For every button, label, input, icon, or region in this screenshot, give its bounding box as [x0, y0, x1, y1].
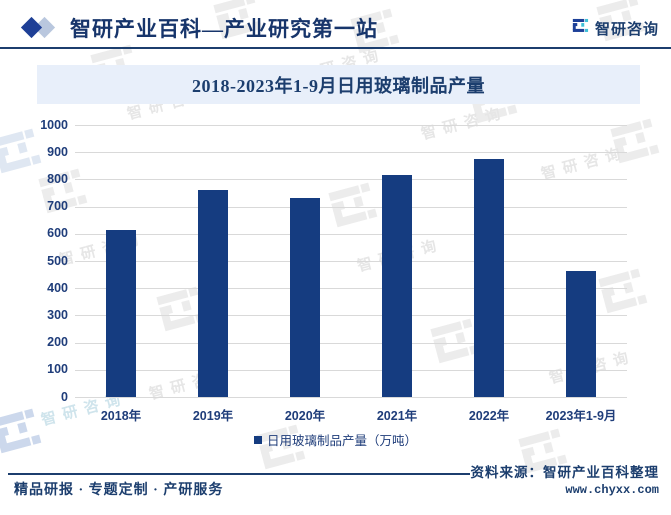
x-axis-tick-label: 2019年 [192, 409, 234, 423]
header-left: 智研产业百科—产业研究第一站 [20, 13, 378, 43]
legend-label: 日用玻璃制品产量（万吨） [266, 434, 417, 448]
chart-legend: 日用玻璃制品产量（万吨） [0, 430, 671, 449]
x-axis-tick-label: 2018年 [100, 409, 142, 423]
brand-name: 智研咨询 [594, 21, 659, 38]
bar-2023年1-9月 [566, 270, 596, 397]
gridline [75, 288, 627, 290]
gridline [75, 369, 627, 371]
page-title: 智研产业百科—产业研究第一站 [70, 17, 378, 41]
y-axis-tick-label: 500 [47, 253, 68, 268]
brand-logo: 智研咨询 [572, 17, 659, 39]
y-axis-tick-label: 300 [47, 307, 68, 322]
x-axis-tick-label: 2022年 [468, 409, 510, 423]
y-axis-tick-label: 800 [47, 171, 68, 186]
x-axis-tick-label: 2021年 [376, 409, 418, 423]
gridline [75, 206, 627, 208]
footer-services: 精品研报 · 专题定制 · 产研服务 [14, 483, 224, 498]
website-url: www.chyxx.com [565, 483, 659, 497]
legend-square-marker [253, 435, 262, 444]
gridline [75, 342, 627, 344]
x-axis-tick-label: 2023年1-9月 [545, 409, 617, 423]
data-source: 资料来源：智研产业百科整理 [470, 465, 659, 480]
y-axis-tick-label: 200 [47, 335, 68, 350]
y-axis-tick-label: 400 [47, 280, 68, 295]
zhiyan-logo-icon [572, 17, 589, 39]
footer-source-block: 资料来源：智研产业百科整理 www.chyxx.com [471, 461, 660, 497]
bar-2019年 [198, 190, 228, 397]
y-axis-tick-label: 700 [47, 199, 68, 214]
gridline [75, 152, 627, 154]
chart-title: 2018-2023年1-9月日用玻璃制品产量 [192, 75, 485, 96]
bar-2021年 [382, 175, 412, 397]
footer-divider [8, 473, 470, 475]
chart-title-banner: 2018-2023年1-9月日用玻璃制品产量 [37, 65, 640, 104]
gridline [75, 315, 627, 317]
gridline [75, 125, 627, 126]
y-axis-tick-label: 600 [47, 226, 68, 241]
y-axis-tick-label: 100 [47, 362, 68, 377]
diamond-icon [20, 15, 60, 41]
y-axis-tick-label: 900 [47, 144, 68, 159]
gridline [75, 179, 627, 181]
gridline [75, 261, 627, 262]
bar-2022年 [474, 159, 504, 397]
gridline [75, 397, 627, 398]
bar-2020年 [290, 197, 320, 397]
header-divider [0, 47, 671, 49]
x-axis-tick-label: 2020年 [284, 409, 326, 423]
y-axis-tick-label: 0 [61, 389, 68, 404]
gridline [75, 233, 627, 235]
bar-2018年 [106, 229, 136, 397]
y-axis-tick-label: 1000 [40, 117, 68, 132]
header: 智研产业百科—产业研究第一站 智研 [20, 11, 659, 45]
